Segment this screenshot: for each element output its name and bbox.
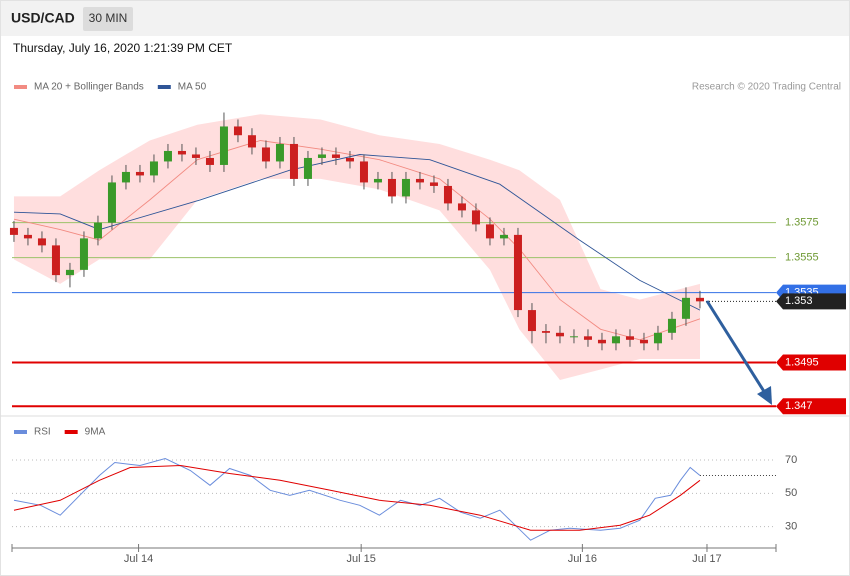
candle-body	[415, 178, 424, 183]
candle-body	[345, 157, 354, 162]
y-tick-label: 30	[785, 521, 797, 533]
timestamp: Thursday, July 16, 2020 1:21:39 PM CET	[13, 41, 233, 55]
candle-body	[527, 310, 536, 332]
x-tick-label: Jul 16	[568, 553, 597, 565]
x-tick-label: Jul 15	[346, 553, 375, 565]
candle-body	[471, 210, 480, 225]
candle-body	[485, 224, 494, 239]
candle-body	[373, 178, 382, 183]
level-label: 1.3555	[785, 252, 819, 264]
credit: Research © 2020 Trading Central	[692, 82, 841, 93]
x-tick-label: Jul 17	[692, 553, 721, 565]
candle-body	[359, 161, 368, 183]
candle-body	[219, 126, 228, 165]
candle-body	[135, 171, 144, 176]
rsi-line	[13, 457, 701, 541]
legend-label: MA 50	[178, 82, 207, 93]
candle-body	[555, 332, 564, 337]
level-label: 1.347	[785, 400, 813, 412]
timeframe[interactable]: 30 MIN	[89, 11, 128, 25]
candle-body	[121, 171, 130, 183]
legend-label: 9MA	[85, 427, 106, 438]
candle-body	[79, 238, 88, 270]
symbol: USD/CAD	[11, 10, 75, 26]
x-tick-label: Jul 14	[124, 553, 153, 565]
arrow-head	[757, 386, 772, 405]
y-tick-label: 50	[785, 487, 797, 499]
candle-body	[303, 157, 312, 179]
candle-body	[163, 150, 172, 162]
candle-body	[639, 339, 648, 344]
candle-body	[289, 143, 298, 179]
legend-label: RSI	[34, 427, 51, 438]
candle-body	[331, 154, 340, 158]
candle-body	[443, 185, 452, 204]
candle-body	[149, 161, 158, 176]
candle-body	[191, 154, 200, 158]
candle-body	[317, 154, 326, 158]
legend-swatch	[157, 85, 171, 89]
bollinger-band	[13, 114, 700, 381]
candle-body	[611, 336, 620, 344]
level-tag	[776, 354, 846, 371]
candle-body	[625, 336, 634, 340]
legend-swatch	[14, 430, 27, 434]
candle-body	[513, 234, 522, 311]
candle-body	[653, 332, 662, 344]
candle-body	[429, 182, 438, 186]
legend-swatch	[64, 430, 78, 434]
candle-body	[233, 126, 242, 136]
rsi-line	[13, 464, 701, 531]
candle-body	[667, 318, 676, 333]
y-tick-label: 70	[785, 454, 797, 466]
candle-body	[387, 178, 396, 197]
candle-body	[37, 238, 46, 246]
arrow-shaft	[705, 300, 767, 394]
level-tag	[776, 293, 846, 310]
legend-label: MA 20 + Bollinger Bands	[34, 82, 144, 93]
candle-body	[401, 178, 410, 197]
candle-body	[107, 182, 116, 223]
candle-body	[65, 269, 74, 276]
candle-body	[583, 336, 592, 340]
ma-line	[13, 140, 701, 341]
candle-body	[23, 234, 32, 239]
level-label: 1.3495	[785, 356, 819, 368]
candle-body	[597, 339, 606, 344]
candle-body	[569, 336, 578, 338]
ma-line	[13, 154, 701, 311]
candle-body	[51, 245, 60, 276]
level-tag	[776, 398, 846, 415]
candle-body	[261, 147, 270, 162]
candle-body	[457, 203, 466, 211]
level-label: 1.3575	[785, 217, 819, 229]
candle-body	[93, 222, 102, 239]
header-bar	[0, 0, 850, 36]
candle-body	[541, 331, 550, 333]
level-label: 1.353	[785, 295, 813, 307]
candle-body	[275, 143, 284, 162]
candle-body	[205, 157, 214, 165]
candle-body	[499, 234, 508, 239]
candle-body	[9, 227, 18, 235]
candle-body	[681, 297, 690, 319]
legend-swatch	[14, 85, 27, 89]
candle-body	[247, 135, 256, 148]
candle-body	[177, 150, 186, 155]
timeframe-pill[interactable]	[83, 7, 133, 31]
candle-body	[695, 297, 704, 302]
forecast-arrow	[705, 300, 772, 405]
